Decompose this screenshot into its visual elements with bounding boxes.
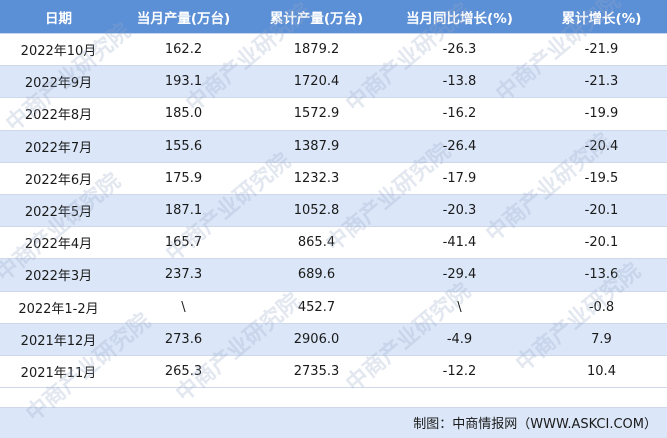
table-row: 2022年4月 165.7 865.4 -41.4 -20.1 (0, 227, 667, 260)
cell-cumulative-growth: -21.9 (584, 42, 619, 58)
cell-date: 2021年12月 (20, 333, 97, 349)
cell-date: 2021年11月 (20, 365, 97, 381)
header-monthly-yoy: 当月同比增长(%) (406, 10, 513, 27)
cell-date: 2022年1-2月 (18, 301, 99, 317)
cell-cumulative-output: 1879.2 (293, 42, 340, 58)
cell-date: 2022年10月 (20, 44, 97, 60)
cell-monthly-output: \ (181, 299, 186, 315)
cell-monthly-output: 165.7 (164, 235, 203, 251)
cell-monthly-output: 193.1 (164, 74, 203, 90)
cell-monthly-yoy: -16.2 (442, 106, 477, 122)
cell-cumulative-output: 2735.3 (293, 363, 340, 379)
cell-monthly-output: 155.6 (164, 138, 203, 154)
cell-cumulative-output: 2906.0 (293, 331, 340, 347)
header-date: 日期 (45, 10, 72, 27)
cell-monthly-yoy: -13.8 (442, 74, 477, 90)
cell-cumulative-growth: -20.1 (584, 235, 619, 251)
cell-date: 2022年8月 (24, 108, 93, 124)
table-row: 2022年8月 185.0 1572.9 -16.2 -19.9 (0, 98, 667, 131)
cell-cumulative-output: 1720.4 (293, 74, 340, 90)
table-row: 2022年3月 237.3 689.6 -29.4 -13.6 (0, 259, 667, 292)
cell-date: 2022年4月 (24, 237, 93, 253)
cell-cumulative-output: 689.6 (297, 267, 336, 283)
table-header-row: 日期 当月产量(万台) 累计产量(万台) 当月同比增长(%) 累计增长(%) (0, 0, 667, 34)
cell-monthly-yoy: \ (457, 299, 462, 315)
cell-cumulative-growth: -19.9 (584, 106, 619, 122)
cell-cumulative-growth: -13.6 (584, 267, 619, 283)
cell-monthly-output: 273.6 (164, 331, 203, 347)
cell-monthly-output: 237.3 (164, 267, 203, 283)
cell-date: 2022年9月 (24, 76, 93, 92)
table-row: 2022年9月 193.1 1720.4 -13.8 -21.3 (0, 66, 667, 99)
cell-cumulative-output: 1232.3 (293, 170, 340, 186)
cell-monthly-output: 187.1 (164, 203, 203, 219)
cell-monthly-yoy: -20.3 (442, 203, 477, 219)
cell-monthly-output: 162.2 (164, 42, 203, 58)
cell-cumulative-growth: -21.3 (584, 74, 619, 90)
cell-monthly-yoy: -26.3 (442, 42, 477, 58)
table-footer: 制图：中商情报网（WWW.ASKCI.COM） (0, 407, 667, 438)
source-note: 制图：中商情报网（WWW.ASKCI.COM） (413, 417, 657, 432)
table-row: 2021年11月 265.3 2735.3 -12.2 10.4 (0, 355, 667, 389)
cell-cumulative-growth: 10.4 (587, 363, 616, 379)
cell-cumulative-output: 1387.9 (293, 138, 340, 154)
cell-monthly-yoy: -12.2 (442, 363, 477, 379)
header-monthly-output: 当月产量(万台) (136, 10, 231, 27)
cell-date: 2022年6月 (24, 172, 93, 188)
cell-cumulative-output: 452.7 (297, 299, 336, 315)
cell-cumulative-output: 1052.8 (293, 203, 340, 219)
cell-date: 2022年7月 (24, 140, 93, 156)
cell-cumulative-output: 865.4 (297, 235, 336, 251)
cell-monthly-output: 265.3 (164, 363, 203, 379)
cell-cumulative-output: 1572.9 (293, 106, 340, 122)
cell-monthly-output: 175.9 (164, 170, 203, 186)
table-row: 2022年6月 175.9 1232.3 -17.9 -19.5 (0, 162, 667, 195)
table-row: 2022年10月 162.2 1879.2 -26.3 -21.9 (0, 34, 667, 67)
cell-cumulative-growth: -19.5 (584, 170, 619, 186)
table-row: 2021年12月 273.6 2906.0 -4.9 7.9 (0, 323, 667, 356)
data-table: 日期 当月产量(万台) 累计产量(万台) 当月同比增长(%) 累计增长(%) 2… (0, 0, 667, 389)
cell-monthly-yoy: -41.4 (442, 235, 477, 251)
table-row: 2022年7月 155.6 1387.9 -26.4 -20.4 (0, 130, 667, 163)
cell-monthly-yoy: -29.4 (442, 267, 477, 283)
cell-date: 2022年3月 (24, 269, 93, 285)
table-row: 2022年5月 187.1 1052.8 -20.3 -20.1 (0, 194, 667, 228)
cell-cumulative-growth: -0.8 (588, 299, 615, 315)
cell-date: 2022年5月 (24, 205, 93, 221)
cell-monthly-yoy: -17.9 (442, 170, 477, 186)
cell-cumulative-growth: -20.4 (584, 138, 619, 154)
table-body: 2022年10月 162.2 1879.2 -26.3 -21.9 2022年9月 193.… (0, 34, 667, 389)
cell-monthly-yoy: -4.9 (446, 331, 473, 347)
cell-cumulative-growth: 7.9 (591, 331, 612, 347)
cell-cumulative-growth: -20.1 (584, 203, 619, 219)
cell-monthly-output: 185.0 (164, 106, 203, 122)
table-row: 2022年1-2月 \ 452.7 \ -0.8 (0, 291, 667, 324)
cell-monthly-yoy: -26.4 (442, 138, 477, 154)
header-cumulative-growth: 累计增长(%) (561, 10, 642, 27)
header-cumulative-output: 累计产量(万台) (269, 10, 364, 27)
